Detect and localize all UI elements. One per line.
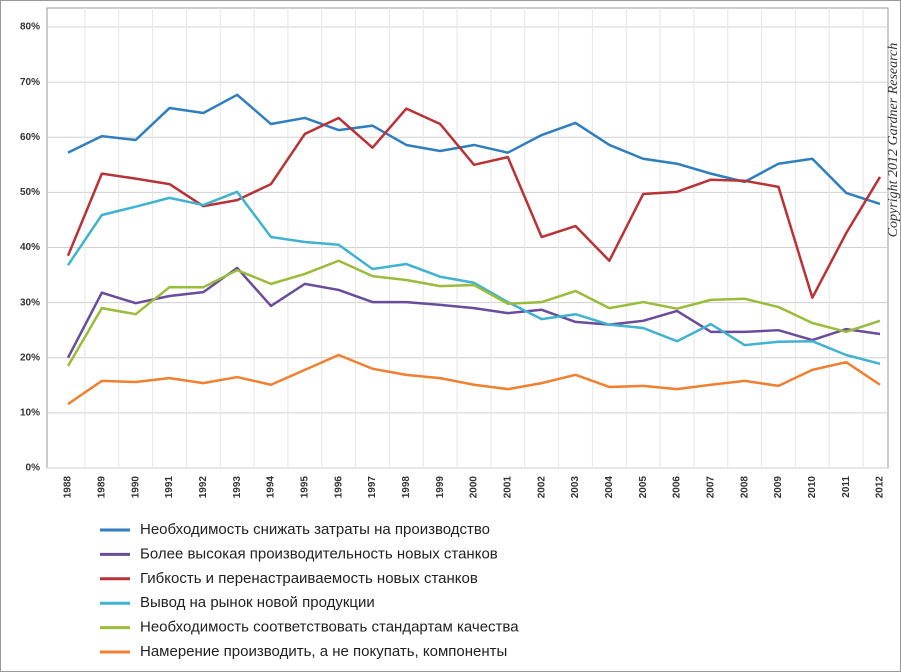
x-tick-label: 2012 [875, 476, 886, 499]
x-tick-label: 2008 [739, 476, 750, 499]
y-tick-label: 70% [20, 77, 40, 88]
x-tick-label: 1990 [130, 476, 141, 499]
x-tick-label: 1989 [96, 476, 107, 499]
y-tick-label: 10% [20, 408, 40, 419]
x-tick-label: 2011 [841, 476, 852, 498]
copyright: Copyright 2012 Gardner Research [886, 43, 901, 238]
y-tick-label: 20% [20, 352, 40, 363]
x-tick-label: 1993 [232, 476, 243, 499]
x-tick-label: 2009 [773, 476, 784, 499]
y-tick-label: 60% [20, 132, 40, 143]
x-tick-label: 2002 [536, 476, 547, 499]
x-tick-label: 2004 [604, 476, 615, 499]
x-tick-label: 2010 [807, 476, 818, 499]
x-tick-label: 1998 [401, 476, 412, 499]
legend-label: Намерение производить, а не покупать, ко… [140, 643, 507, 660]
y-tick-label: 40% [20, 242, 40, 253]
y-tick-label: 50% [20, 187, 40, 198]
x-tick-label: 1999 [435, 476, 446, 499]
y-tick-label: 30% [20, 297, 40, 308]
x-tick-label: 1992 [198, 476, 209, 499]
x-tick-label: 2005 [638, 476, 649, 499]
legend-label: Более высокая производительность новых с… [140, 545, 498, 562]
x-tick-label: 2006 [672, 476, 683, 499]
x-tick-label: 1997 [367, 476, 378, 499]
legend-label: Необходимость соответствовать стандартам… [140, 619, 519, 636]
y-tick-label: 80% [20, 22, 40, 33]
legend-label: Необходимость снижать затраты на произво… [140, 521, 490, 538]
x-tick-label: 2000 [469, 476, 480, 499]
x-tick-label: 2003 [570, 476, 581, 499]
legend-label: Гибкость и перенастраиваемость новых ста… [140, 570, 478, 587]
y-tick-label: 0% [26, 463, 41, 474]
x-tick-label: 1988 [63, 476, 74, 499]
x-tick-label: 1996 [333, 476, 344, 499]
legend-label: Вывод на рынок новой продукции [140, 594, 375, 611]
series-line [66, 259, 881, 367]
series-line [66, 190, 881, 366]
x-tick-label: 2001 [502, 476, 513, 499]
x-tick-label: 1994 [266, 476, 277, 499]
series-line [67, 93, 881, 206]
series-line [67, 353, 881, 406]
x-tick-label: 2007 [705, 476, 716, 499]
x-tick-label: 1995 [299, 476, 310, 499]
series-line [66, 266, 881, 359]
x-tick-label: 1991 [164, 476, 175, 499]
